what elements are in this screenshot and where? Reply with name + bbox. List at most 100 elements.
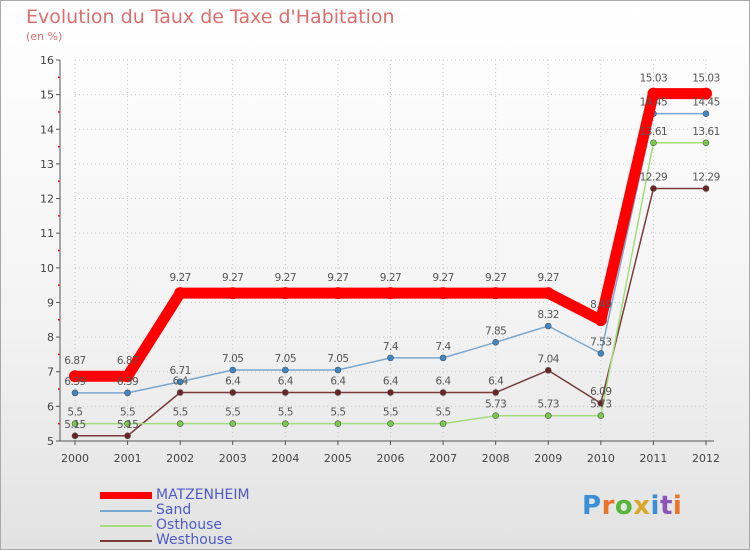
data-point-sand (439, 354, 447, 362)
y-tick-label: 11 (40, 227, 54, 240)
data-point-sand (544, 322, 552, 330)
data-point-matzenheim (121, 370, 134, 383)
data-label-westhouse: 6.4 (173, 376, 189, 388)
y-tick-label: 14 (40, 123, 54, 136)
data-label-sand: 6.39 (64, 376, 85, 388)
data-label-osthouse: 5.73 (485, 399, 506, 411)
y-tick-label: 6 (47, 400, 54, 413)
data-label-osthouse: 5.5 (278, 407, 293, 419)
data-label-sand: 7.4 (383, 341, 399, 353)
x-tick-label: 2010 (587, 452, 615, 465)
y-tick-label: 15 (40, 89, 54, 102)
data-point-westhouse (71, 432, 79, 440)
data-point-sand (492, 338, 499, 346)
data-point-westhouse (439, 389, 447, 396)
x-tick-label: 2007 (429, 452, 457, 465)
y-tick-label: 7 (47, 366, 54, 379)
legend-swatch (100, 510, 152, 512)
data-point-osthouse (387, 420, 394, 427)
data-label-sand: 8.32 (538, 309, 559, 321)
data-label-osthouse: 5.5 (383, 407, 398, 419)
data-point-westhouse (124, 432, 131, 440)
data-point-matzenheim (331, 287, 344, 300)
data-point-westhouse (229, 389, 237, 396)
data-label-matzenheim: 9.27 (275, 272, 296, 284)
data-label-osthouse: 5.5 (120, 407, 135, 419)
data-point-osthouse (439, 420, 447, 427)
series-line-matzenheim (69, 88, 712, 382)
data-label-westhouse: 12.29 (640, 172, 668, 184)
data-label-westhouse: 12.29 (692, 172, 720, 184)
data-label-matzenheim: 9.27 (432, 272, 453, 284)
data-label-osthouse: 5.73 (538, 399, 559, 411)
data-point-sand (124, 389, 131, 397)
chart-unit-label: (en %) (26, 30, 63, 43)
data-point-sand (702, 110, 710, 117)
data-label-sand: 6.71 (169, 365, 190, 377)
data-point-matzenheim (542, 287, 555, 300)
x-tick-label: 2005 (324, 452, 352, 465)
data-point-sand (387, 354, 394, 362)
data-label-westhouse: 6.4 (488, 376, 504, 388)
legend-item-sand: Sand (100, 502, 300, 518)
data-point-matzenheim (647, 87, 660, 100)
data-label-osthouse: 13.61 (640, 126, 668, 138)
x-tick-label: 2008 (482, 452, 510, 465)
logo-letter: P (582, 491, 602, 521)
data-label-westhouse: 5.15 (117, 419, 138, 431)
data-point-osthouse (650, 139, 657, 147)
data-point-sand (229, 366, 237, 374)
legend-swatch (100, 540, 152, 542)
data-point-westhouse (282, 389, 289, 396)
data-label-osthouse: 13.61 (692, 126, 720, 138)
data-label-westhouse: 6.4 (383, 376, 399, 388)
data-label-westhouse: 6.4 (278, 376, 294, 388)
data-point-westhouse (650, 185, 657, 192)
data-point-westhouse (176, 389, 184, 396)
logo-letter: i (672, 491, 683, 521)
legend-item-matzenheim: MATZENHEIM (100, 487, 300, 503)
x-tick-label: 2004 (271, 452, 299, 465)
logo-letter: t (659, 491, 673, 521)
chart-legend: MATZENHEIM Sand Osthouse Westhouse (100, 487, 300, 548)
data-label-sand: 14.45 (640, 97, 668, 109)
legend-swatch (100, 525, 152, 527)
proxiti-logo: Proxiti (582, 491, 682, 521)
data-label-matzenheim: 15.03 (640, 73, 668, 85)
legend-item-osthouse: Osthouse (100, 517, 300, 533)
logo-letter: o (614, 491, 634, 521)
data-point-sand (334, 366, 342, 374)
x-tick-label: 2012 (692, 452, 720, 465)
data-label-westhouse: 6.4 (330, 376, 346, 388)
data-point-westhouse (492, 389, 499, 396)
legend-swatch (100, 492, 152, 499)
y-tick-label: 10 (40, 262, 54, 275)
data-label-matzenheim: 8.49 (590, 299, 611, 311)
y-tick-label: 13 (40, 158, 54, 171)
legend-label: Sand (156, 502, 192, 518)
data-point-matzenheim (437, 287, 450, 300)
data-label-matzenheim: 9.27 (327, 272, 348, 284)
logo-letter: x (633, 491, 651, 521)
data-label-matzenheim: 6.87 (64, 355, 85, 367)
data-point-osthouse (544, 412, 552, 420)
data-point-sand (597, 350, 605, 357)
x-tick-label: 2009 (534, 452, 562, 465)
data-point-sand (71, 389, 79, 397)
data-label-matzenheim: 9.27 (222, 272, 243, 284)
data-point-matzenheim (69, 370, 81, 383)
data-label-sand: 7.85 (485, 325, 506, 337)
data-point-matzenheim (489, 287, 502, 300)
data-label-matzenheim: 6.87 (117, 355, 138, 367)
data-point-osthouse (334, 420, 342, 427)
data-point-sand (282, 366, 289, 374)
data-label-matzenheim: 15.03 (692, 73, 720, 85)
data-label-matzenheim: 9.27 (169, 272, 190, 284)
data-point-osthouse (124, 420, 131, 427)
data-label-westhouse: 6.4 (435, 376, 451, 388)
legend-label: Osthouse (156, 517, 223, 533)
data-label-matzenheim: 9.27 (485, 272, 506, 284)
y-tick-label: 9 (47, 296, 54, 309)
